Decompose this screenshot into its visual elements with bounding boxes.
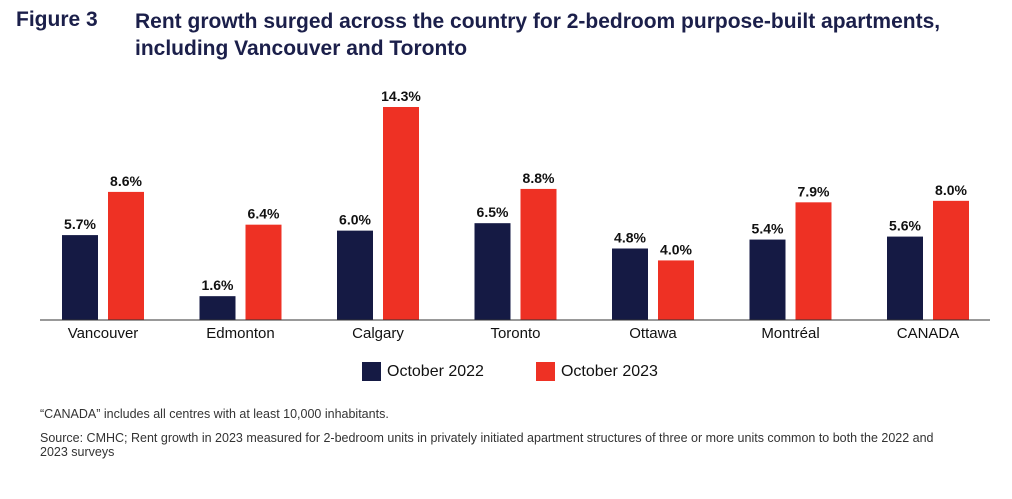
bar-canada-2022 <box>887 236 923 320</box>
data-label-edmonton-2022: 1.6% <box>202 277 234 293</box>
category-label-toronto: Toronto <box>490 325 540 342</box>
category-label-edmonton: Edmonton <box>206 325 274 342</box>
data-label-ottawa-2022: 4.8% <box>614 230 646 246</box>
data-label-edmonton-2023: 6.4% <box>248 206 280 222</box>
data-label-vancouver-2022: 5.7% <box>64 216 96 232</box>
data-label-ottawa-2023: 4.0% <box>660 241 692 257</box>
category-label-calgary: Calgary <box>352 325 404 342</box>
source-note: Source: CMHC; Rent growth in 2023 measur… <box>40 431 934 459</box>
data-label-montréal-2023: 7.9% <box>798 183 830 199</box>
bar-edmonton-2022 <box>199 296 236 320</box>
data-label-toronto-2022: 6.5% <box>477 204 509 220</box>
data-label-vancouver-2023: 8.6% <box>110 173 142 189</box>
bar-chart: 5.7% 8.6% Vancouver 1.6% 6.4% Edmonton 6.0% 14.… <box>40 88 990 342</box>
legend-label-2023: October 2023 <box>560 362 658 380</box>
chart-title: Rent growth surged across the country fo… <box>135 10 941 60</box>
bar-toronto-2023 <box>520 188 557 320</box>
bar-calgary-2022 <box>337 230 373 320</box>
category-label-canada: CANADA <box>897 325 960 342</box>
bar-ottawa-2023 <box>658 260 694 320</box>
bar-montréal-2023 <box>795 202 832 320</box>
data-label-calgary-2022: 6.0% <box>339 212 371 228</box>
bar-vancouver-2022 <box>62 235 98 320</box>
category-label-montréal: Montréal <box>761 325 819 342</box>
legend-swatch-2022 <box>362 362 381 381</box>
data-label-calgary-2023: 14.3% <box>381 88 421 104</box>
bar-toronto-2022 <box>474 223 511 320</box>
bar-vancouver-2023 <box>108 191 144 320</box>
data-label-canada-2023: 8.0% <box>935 182 967 198</box>
legend-item-2022: October 2022 <box>362 362 484 381</box>
data-label-montréal-2022: 5.4% <box>752 221 784 237</box>
legend: October 2022 October 2023 <box>362 362 658 381</box>
data-label-toronto-2023: 8.8% <box>523 170 555 186</box>
bar-edmonton-2023 <box>245 224 282 320</box>
bar-canada-2023 <box>933 200 969 320</box>
legend-label-2022: October 2022 <box>387 362 484 380</box>
footnote: “CANADA” includes all centres with at le… <box>40 407 389 421</box>
bar-ottawa-2022 <box>612 248 648 320</box>
bar-calgary-2023 <box>383 107 419 320</box>
legend-item-2023: October 2023 <box>535 362 658 381</box>
bar-montréal-2022 <box>749 239 786 320</box>
data-label-canada-2022: 5.6% <box>889 218 921 234</box>
category-label-vancouver: Vancouver <box>68 325 139 342</box>
figure-label: Figure 3 <box>16 8 98 31</box>
legend-swatch-2023 <box>535 362 555 381</box>
category-label-ottawa: Ottawa <box>629 325 677 342</box>
